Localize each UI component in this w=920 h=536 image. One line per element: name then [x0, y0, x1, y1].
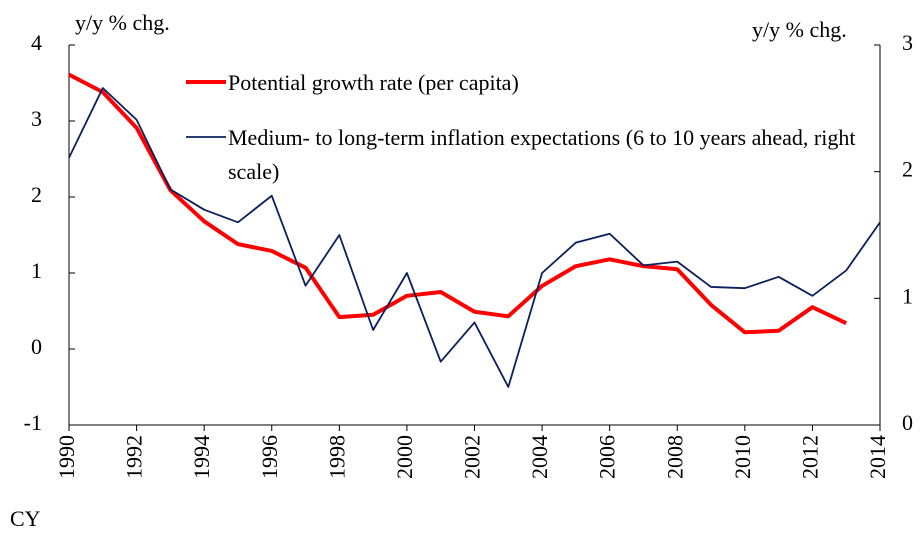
x-tick-label: 2014 [865, 435, 890, 479]
y-tick-label: 2 [31, 182, 42, 207]
legend-entry: Medium- to long-term inflation expectati… [228, 125, 856, 184]
x-tick-label: 2008 [662, 435, 687, 479]
series-line [68, 87, 881, 388]
x-tick-label: 1990 [54, 435, 79, 479]
x-tick-label: 2012 [797, 435, 822, 479]
x-tick-label: 2004 [527, 435, 552, 479]
y2-axis-label: y/y % chg. [752, 17, 847, 42]
x-tick-label: 1998 [324, 435, 349, 479]
y-tick-label: 0 [31, 334, 42, 359]
y2-tick-label: 2 [902, 157, 913, 182]
x-axis-label: CY [10, 506, 41, 531]
y-tick-label: 4 [31, 30, 42, 55]
y-axis-label: y/y % chg. [75, 10, 170, 35]
y2-tick-label: 0 [902, 410, 913, 435]
x-tick-label: 2006 [595, 435, 620, 479]
y-tick-label: 1 [31, 258, 42, 283]
y2-tick-label: 1 [902, 283, 913, 308]
x-tick-label: 2010 [730, 435, 755, 479]
series-line [68, 72, 848, 335]
legend-label: Potential growth rate (per capita) [228, 70, 519, 95]
y-tick-label: 3 [31, 106, 42, 131]
x-tick-label: 2002 [460, 435, 485, 479]
x-tick-label: 2000 [392, 435, 417, 479]
legend-entry: Potential growth rate (per capita) [228, 70, 519, 95]
x-tick-label: 1992 [122, 435, 147, 479]
x-tick-label: 1994 [189, 435, 214, 479]
legend-label: Medium- to long-term inflation expectati… [228, 125, 856, 184]
y2-tick-label: 3 [902, 30, 913, 55]
y-tick-label: -1 [24, 410, 42, 435]
x-tick-label: 1996 [257, 435, 282, 479]
